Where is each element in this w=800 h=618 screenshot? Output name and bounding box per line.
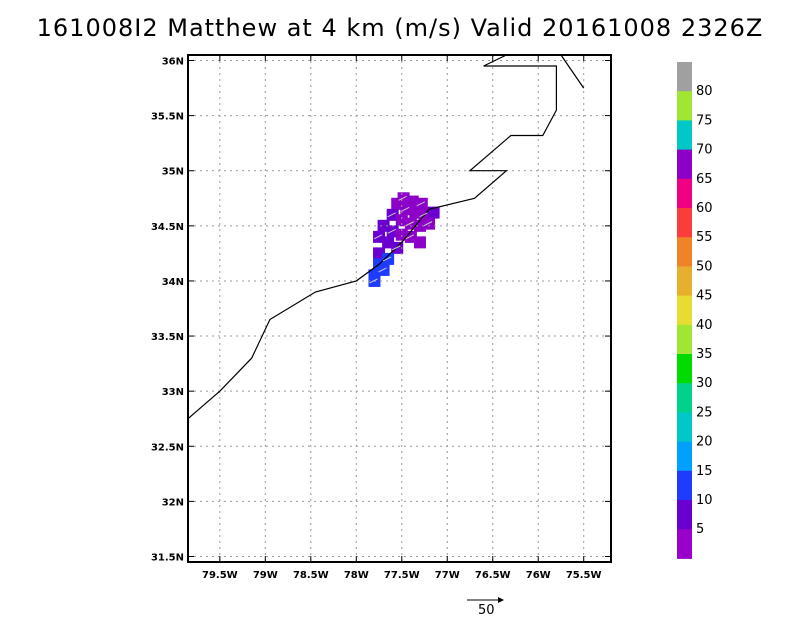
wind-arrow <box>405 234 415 240</box>
lat-label: 32.5N <box>151 442 184 453</box>
colorbar-label: 5 <box>696 522 704 537</box>
wind-cell <box>409 206 422 219</box>
lat-label: 35N <box>162 167 184 178</box>
wind-arrow <box>387 212 396 218</box>
wind-cell <box>395 228 408 241</box>
colorbar-swatch <box>677 120 692 151</box>
colorbar-swatch <box>677 208 692 238</box>
lat-label: 36N <box>162 57 184 68</box>
colorbar-swatch <box>677 441 692 472</box>
lon-label: 78W <box>344 570 369 581</box>
colorbar-swatch <box>677 295 692 326</box>
colorbar-label: 50 <box>696 259 713 274</box>
colorbar-swatch <box>677 324 692 355</box>
wind-arrow <box>378 267 387 273</box>
colorbar-swatch <box>677 470 692 501</box>
colorbar-swatch <box>677 354 692 384</box>
coast-line <box>187 54 557 420</box>
lon-label: 78.5W <box>293 570 329 581</box>
lon-label: 75.5W <box>566 570 602 581</box>
colorbar-swatch <box>677 91 692 121</box>
lat-label: 31.5N <box>151 552 184 563</box>
lat-label: 35.5N <box>151 112 184 123</box>
map-frame <box>187 54 612 563</box>
colorbar-label: 40 <box>696 318 713 333</box>
colorbar: 5 10 15 20 25 30 35 40 45 50 55 60 65 70 75 80 <box>677 62 713 559</box>
coastline <box>187 54 585 420</box>
colorbar-label: 15 <box>696 464 713 479</box>
colorbar-label: 20 <box>696 435 713 450</box>
wind-arrow <box>419 212 428 218</box>
colorbar-label: 80 <box>696 84 713 99</box>
colorbar-label: 35 <box>696 347 713 362</box>
colorbar-label: 60 <box>696 201 713 216</box>
wind-arrows <box>369 195 433 284</box>
lon-label: 76W <box>526 570 551 581</box>
colorbar-label: 25 <box>696 405 713 420</box>
chart-title: 161008I2 Matthew at 4 km (m/s) Valid 201… <box>36 14 764 42</box>
lat-lon-grid <box>188 55 611 562</box>
lat-label: 33N <box>162 387 184 398</box>
colorbar-label: 70 <box>696 143 713 158</box>
coast-line <box>560 54 585 89</box>
wind-arrow <box>392 245 401 251</box>
colorbar-label: 55 <box>696 230 713 245</box>
wind-cell <box>382 236 395 249</box>
lon-label: 79W <box>253 570 278 581</box>
reference-vector-label: 50 <box>478 603 495 618</box>
colorbar-swatch <box>677 237 692 267</box>
wind-cell <box>395 214 408 227</box>
lat-label: 32N <box>162 497 184 508</box>
wind-arrow <box>398 195 407 201</box>
colorbar-swatch <box>677 412 692 443</box>
wind-cell <box>427 206 440 219</box>
wind-arrow <box>387 228 396 234</box>
lat-label: 34.5N <box>151 222 184 233</box>
wind-arrow <box>405 221 415 227</box>
axis-ticks: 79.5W 79W 78.5W 78W 77.5W 77W 76.5W 76W 75.5W 36N… <box>151 55 611 581</box>
wind-arrow <box>373 234 383 240</box>
colorbar-swatch <box>677 383 692 413</box>
colorbar-label: 10 <box>696 493 713 508</box>
wind-arrow <box>416 201 426 207</box>
wind-arrow <box>401 206 410 212</box>
wind-cell <box>413 236 426 249</box>
reference-vector: 50 <box>467 597 504 618</box>
colorbar-label: 75 <box>696 113 713 128</box>
colorbar-label: 30 <box>696 376 713 391</box>
lat-label: 34N <box>162 277 184 288</box>
wind-cell <box>373 247 386 260</box>
colorbar-swatch <box>677 529 692 559</box>
wind-cell <box>413 219 426 232</box>
colorbar-swatch <box>677 500 692 530</box>
wind-arrow <box>382 256 392 262</box>
wind-cell <box>377 219 390 232</box>
wind-cell <box>391 197 404 210</box>
colorbar-swatch <box>677 149 692 180</box>
colorbar-label: 65 <box>696 172 713 187</box>
lon-label: 77W <box>435 570 460 581</box>
colorbar-swatch <box>677 266 692 297</box>
lat-label: 33.5N <box>151 332 184 343</box>
lon-label: 77.5W <box>384 570 420 581</box>
lon-label: 79.5W <box>202 570 238 581</box>
colorbar-swatch <box>677 62 692 92</box>
colorbar-swatch <box>677 178 692 209</box>
lon-label: 76.5W <box>475 570 511 581</box>
wind-arrow <box>423 221 433 227</box>
wind-arrow <box>369 278 378 284</box>
colorbar-label: 45 <box>696 289 713 304</box>
